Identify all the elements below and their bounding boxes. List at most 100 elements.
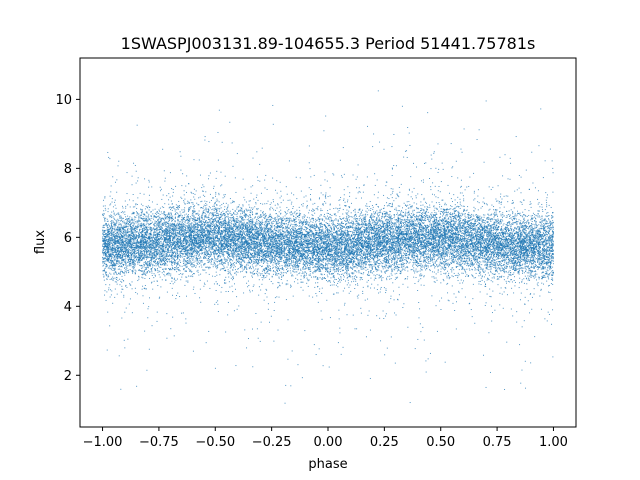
- data-point: [436, 251, 437, 253]
- data-point: [359, 232, 361, 234]
- data-point: [350, 234, 352, 236]
- data-point: [181, 226, 183, 228]
- data-point: [464, 189, 466, 191]
- data-point: [289, 219, 291, 221]
- data-point: [295, 221, 297, 223]
- data-point: [238, 222, 240, 224]
- data-point: [323, 215, 325, 217]
- data-point: [237, 213, 239, 215]
- data-point: [215, 232, 217, 234]
- data-point: [347, 238, 349, 240]
- data-point: [510, 230, 512, 232]
- data-point: [163, 271, 165, 273]
- data-point: [344, 249, 346, 251]
- data-point: [402, 234, 404, 236]
- data-point: [485, 262, 487, 264]
- data-point: [383, 221, 385, 223]
- data-point: [193, 261, 195, 263]
- data-point: [384, 228, 386, 230]
- data-point: [108, 289, 110, 291]
- data-point: [347, 235, 349, 237]
- data-point: [504, 232, 506, 234]
- data-point: [153, 248, 155, 250]
- data-point: [472, 251, 474, 253]
- data-point: [402, 219, 404, 221]
- data-point: [225, 282, 227, 284]
- data-point: [218, 243, 220, 245]
- data-point: [329, 271, 331, 273]
- data-point: [274, 297, 276, 299]
- data-point: [316, 252, 318, 254]
- data-point: [325, 270, 327, 272]
- data-point: [126, 193, 128, 195]
- data-point: [303, 277, 305, 279]
- data-point: [121, 237, 123, 239]
- data-point: [192, 258, 194, 260]
- data-point: [154, 274, 156, 276]
- data-point: [134, 222, 136, 224]
- data-point: [122, 254, 124, 256]
- data-point: [266, 245, 268, 247]
- data-point: [416, 247, 418, 249]
- data-point: [373, 238, 375, 240]
- data-point: [552, 167, 554, 169]
- data-point: [435, 228, 437, 230]
- data-point: [438, 228, 440, 230]
- data-point: [544, 272, 546, 274]
- data-point: [156, 280, 158, 282]
- data-point: [108, 241, 110, 243]
- data-point: [217, 215, 219, 217]
- data-point: [411, 256, 413, 258]
- data-point: [103, 261, 105, 263]
- data-point: [196, 226, 198, 228]
- data-point: [211, 234, 213, 236]
- data-point: [400, 231, 402, 233]
- data-point: [136, 212, 138, 214]
- data-point: [369, 377, 371, 379]
- data-point: [493, 206, 495, 208]
- data-point: [398, 245, 400, 247]
- data-point: [458, 264, 460, 266]
- data-point: [371, 252, 373, 254]
- data-point: [237, 236, 239, 238]
- data-point: [298, 263, 300, 265]
- data-point: [122, 233, 124, 235]
- data-point: [214, 243, 216, 245]
- data-point: [521, 254, 523, 256]
- data-point: [127, 225, 129, 227]
- data-point: [111, 201, 113, 203]
- data-point: [385, 258, 387, 260]
- data-point: [257, 243, 259, 245]
- data-point: [332, 273, 334, 275]
- data-point: [189, 260, 191, 262]
- data-point: [364, 239, 366, 241]
- data-point: [210, 241, 212, 243]
- data-point: [189, 249, 191, 251]
- data-point: [314, 227, 316, 229]
- data-point: [121, 258, 123, 260]
- data-point: [427, 229, 429, 231]
- data-point: [315, 282, 317, 284]
- data-point: [226, 259, 228, 261]
- data-point: [116, 242, 118, 244]
- data-point: [486, 222, 488, 224]
- data-point: [156, 269, 158, 271]
- data-point: [534, 220, 535, 222]
- data-point: [224, 279, 226, 281]
- data-point: [458, 274, 460, 276]
- data-point: [525, 226, 527, 228]
- data-point: [394, 250, 396, 252]
- data-point: [423, 197, 425, 199]
- data-point: [303, 255, 305, 257]
- data-point: [443, 243, 445, 245]
- data-point: [227, 273, 229, 275]
- data-point: [396, 231, 398, 233]
- data-point: [174, 237, 176, 239]
- data-point: [250, 268, 252, 270]
- data-point: [342, 238, 344, 240]
- data-point: [457, 246, 459, 248]
- data-point: [245, 250, 247, 252]
- data-point: [333, 293, 335, 295]
- data-point: [481, 268, 483, 270]
- data-point: [316, 278, 318, 280]
